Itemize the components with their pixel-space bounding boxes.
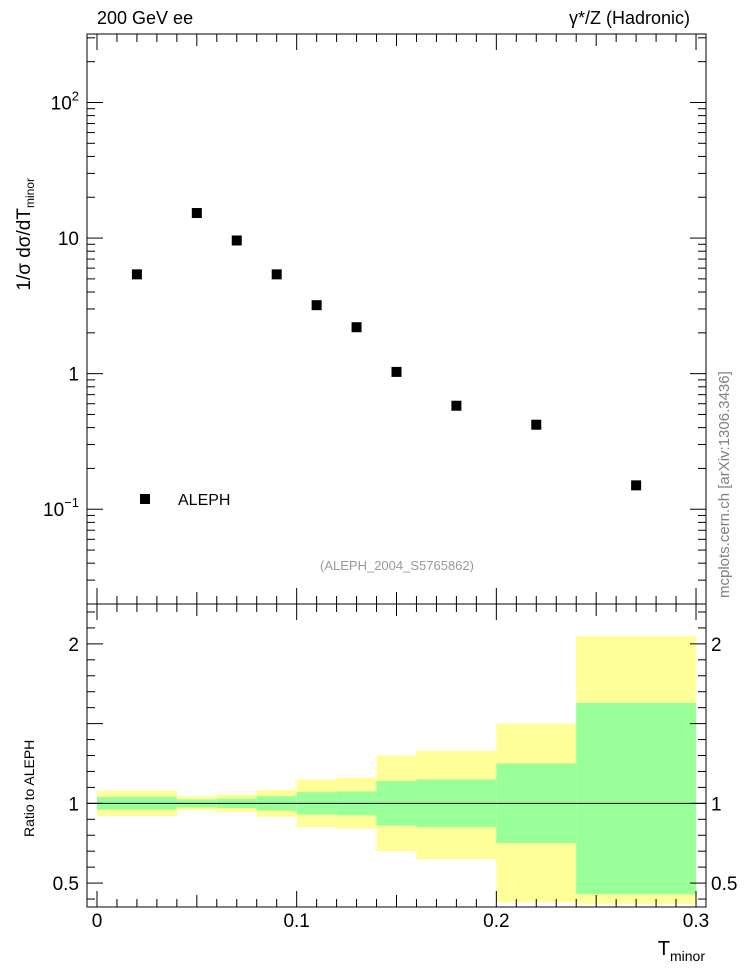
ratio-y-tick-label: 2 — [68, 635, 79, 656]
x-tick-label: 0.2 — [483, 911, 509, 932]
data-point — [271, 269, 282, 280]
ratio-y-tick-label: 0.5 — [53, 874, 79, 895]
main-data-points — [131, 208, 642, 491]
ratio-y-tick-label: 1 — [68, 794, 79, 815]
data-point — [351, 322, 362, 333]
main-y-axis-label: 1/σ dσ/dTminor — [14, 178, 37, 291]
main-y-ticks — [87, 37, 706, 605]
ratio-x-tick-labels: 0 0.1 0.2 0.3 — [92, 911, 710, 932]
x-axis-label-sub: minor — [670, 948, 705, 964]
data-point — [191, 208, 202, 219]
tick-exponent: −1 — [64, 495, 79, 510]
legend-marker — [140, 494, 150, 504]
ratio-y-tick-label-right: 1 — [711, 794, 722, 815]
data-point — [451, 400, 462, 411]
x-tick-label: 0.3 — [683, 911, 709, 932]
data-point — [391, 366, 402, 377]
data-point — [631, 480, 642, 491]
ratio-band-inner — [576, 702, 697, 895]
ratio-y-tick-label-right: 2 — [711, 635, 722, 656]
ratio-y-tick-label-right: 0.5 — [711, 874, 737, 895]
main-y-axis-label-sub: minor — [23, 178, 37, 208]
tick-base: 10 — [51, 93, 72, 114]
main-y-axis-label-main: 1/σ dσ/dT — [14, 208, 35, 291]
watermark: mcplots.cern.ch [arXiv:1306.3436] — [716, 371, 733, 598]
main-y-tick-label: 102 — [51, 88, 79, 114]
x-axis-label: Tminor — [658, 938, 706, 964]
ratio-x-ticks — [96, 604, 697, 907]
main-y-tick-label: 1 — [68, 365, 79, 386]
legend-label: ALEPH — [178, 492, 230, 509]
data-point — [231, 235, 242, 246]
main-y-tick-label: 10 — [58, 229, 79, 250]
data-point — [311, 300, 322, 311]
x-tick-label: 0.1 — [283, 911, 309, 932]
ratio-panel: 2 2 1 1 0.5 0.5 0 0.1 0.2 0.3 Ratio to ALEPH Tmi… — [21, 603, 738, 964]
tick-exponent: 2 — [72, 88, 79, 103]
ratio-y-tick-labels: 2 2 1 1 0.5 0.5 — [53, 635, 738, 895]
header-right: γ*/Z (Hadronic) — [569, 8, 690, 28]
x-axis-label-main: T — [658, 938, 670, 960]
data-point — [131, 269, 142, 280]
data-point — [531, 419, 542, 430]
tick-base: 10 — [43, 500, 64, 521]
main-x-ticks — [96, 34, 697, 604]
ratio-y-axis-label: Ratio to ALEPH — [21, 740, 37, 837]
header-left: 200 GeV ee — [97, 8, 193, 28]
ratio-y-ticks — [87, 611, 706, 900]
x-tick-label: 0 — [92, 911, 103, 932]
main-y-tick-label: 10−1 — [43, 495, 79, 521]
main-frame — [86, 33, 707, 605]
analysis-id: (ALEPH_2004_S5765862) — [320, 558, 474, 573]
ratio-bands — [96, 635, 697, 904]
